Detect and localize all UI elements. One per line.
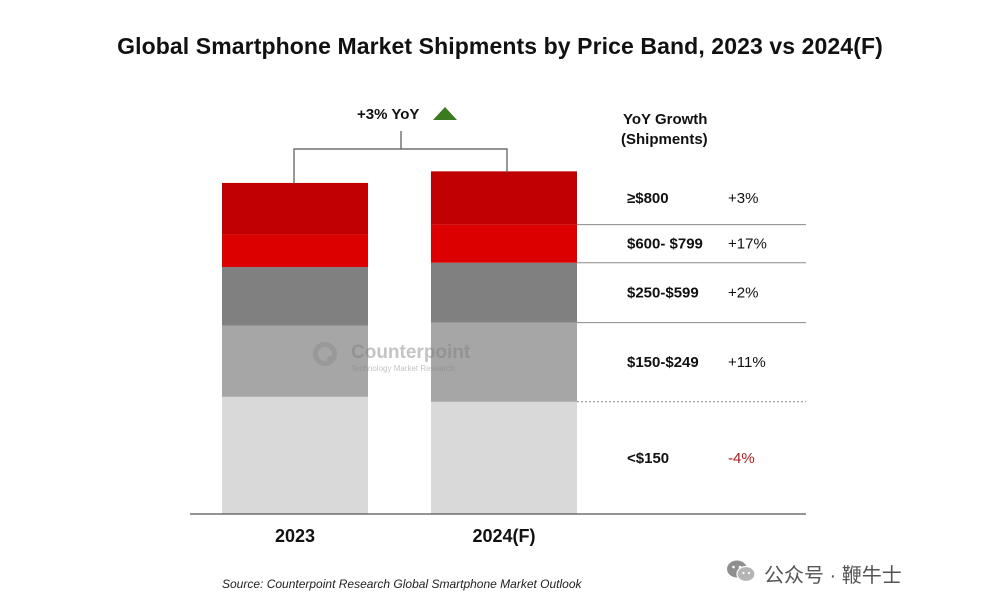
growth-value: +2% xyxy=(728,285,758,302)
wechat-icon xyxy=(727,560,756,583)
account-badge: 公众号 · 鞭牛士 xyxy=(726,556,976,590)
growth-header-line1: YoY Growth xyxy=(623,111,707,128)
bar-band-under-150-2023 xyxy=(222,396,368,514)
growth-value: -4% xyxy=(728,450,755,467)
counterpoint-logo-icon xyxy=(313,342,337,366)
bar-band-under-150-2024f xyxy=(431,401,577,514)
bar-band-150-249-2023 xyxy=(222,325,368,397)
yoy-annotation: +3% YoY xyxy=(357,106,419,123)
x-tick-group: 2023 2024(F) xyxy=(275,526,536,546)
growth-value: +17% xyxy=(728,236,767,253)
watermark-name: Counterpoint xyxy=(351,342,471,363)
chart-title: Global Smartphone Market Shipments by Pr… xyxy=(117,33,883,59)
bars-group xyxy=(222,171,577,514)
x-tick-label: 2024(F) xyxy=(472,526,535,546)
bar-band-250-599-2024f xyxy=(431,262,577,323)
growth-value: +3% xyxy=(728,190,758,207)
bar-band-600-799-2023 xyxy=(222,234,368,268)
bar-band-800-plus-2024f xyxy=(431,171,577,225)
growth-value: +11% xyxy=(728,354,766,371)
growth-band-label: <$150 xyxy=(627,450,669,467)
growth-table: ≥$800 +3% $600- $799 +17% $250-$599 +2% $150-$… xyxy=(577,190,806,467)
bar-band-600-799-2024f xyxy=(431,224,577,263)
growth-band-label: ≥$800 xyxy=(627,190,669,207)
watermark-subtitle: Technology Market Research xyxy=(351,364,455,373)
source-note: Source: Counterpoint Research Global Sma… xyxy=(222,577,582,591)
growth-band-label: $150-$249 xyxy=(627,354,699,371)
x-tick-label: 2023 xyxy=(275,526,315,546)
growth-band-label: $600- $799 xyxy=(627,236,703,253)
up-arrow-icon xyxy=(433,107,457,120)
bar-band-150-249-2024f xyxy=(431,322,577,402)
account-name: 公众号 · 鞭牛士 xyxy=(764,565,902,587)
yoy-bracket xyxy=(293,131,508,184)
bar-band-800-plus-2023 xyxy=(222,182,368,235)
growth-band-label: $250-$599 xyxy=(627,285,699,302)
growth-header-line2: (Shipments) xyxy=(621,131,708,148)
counterpoint-watermark: Counterpoint Technology Market Research xyxy=(313,342,488,376)
bar-band-250-599-2023 xyxy=(222,267,368,326)
